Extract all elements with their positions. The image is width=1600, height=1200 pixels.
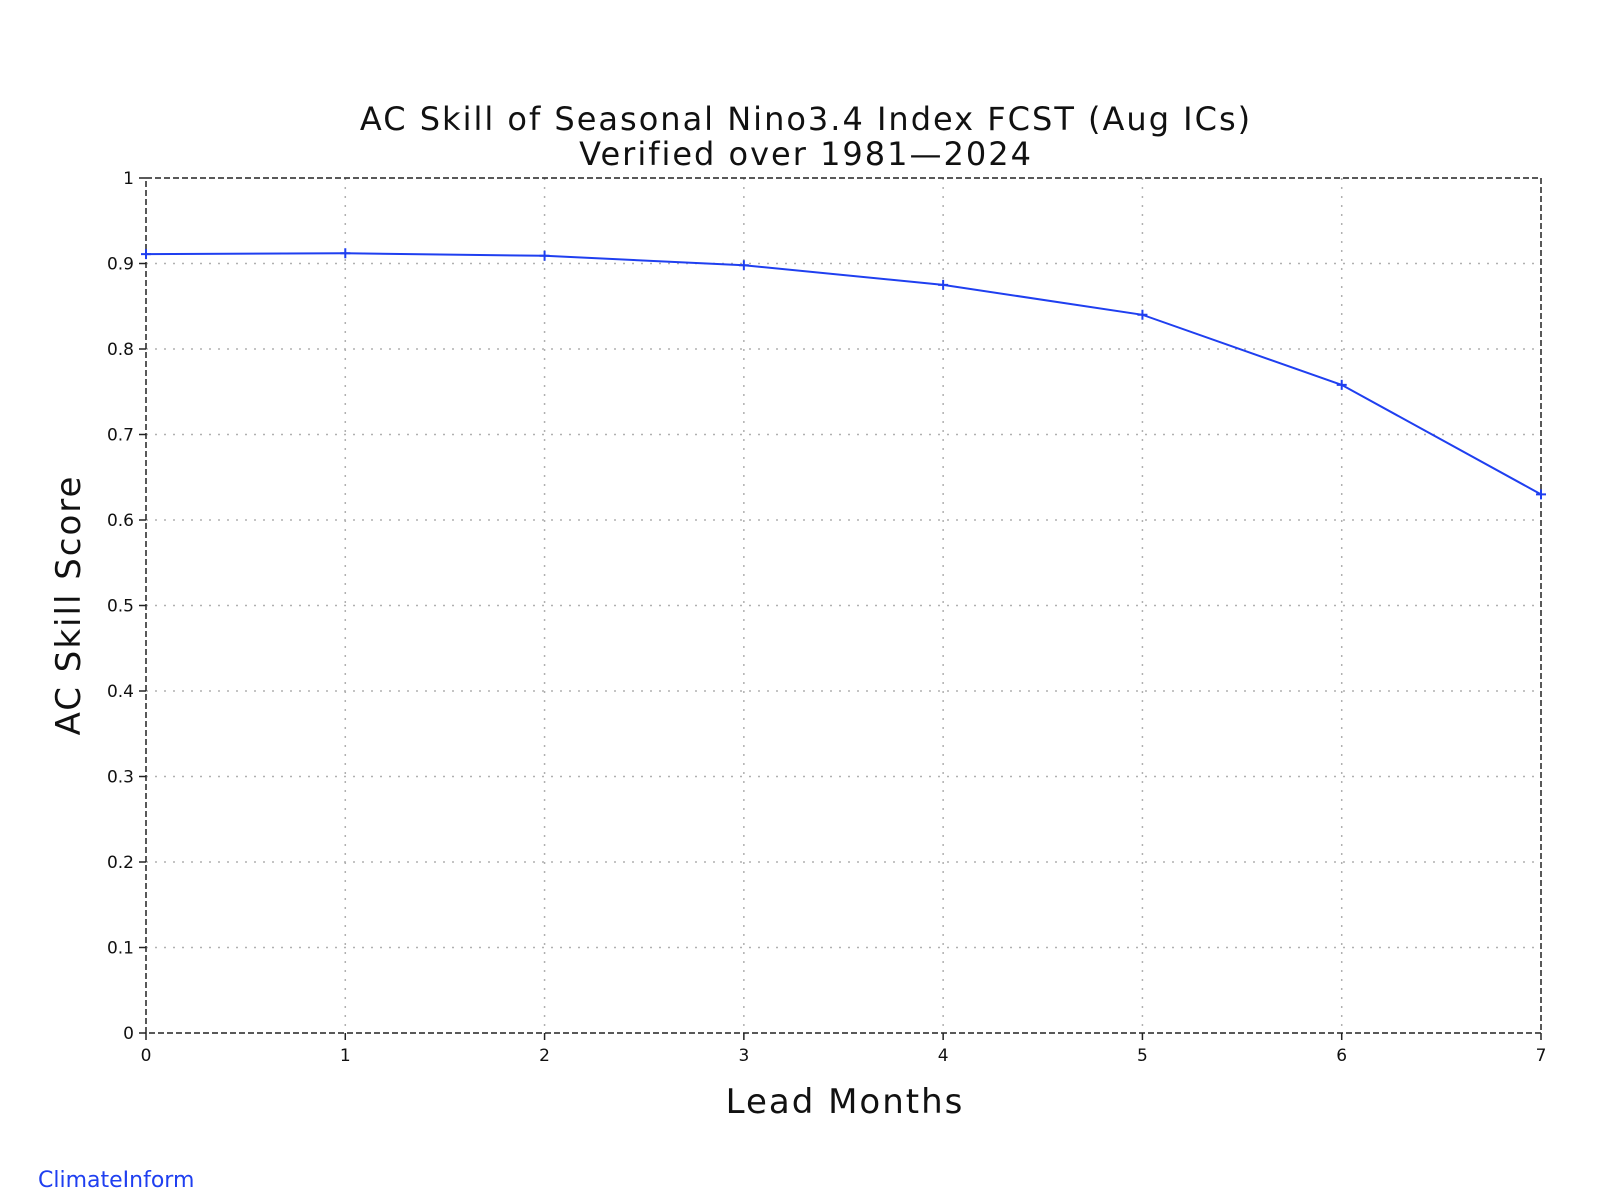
y-tick-label: 0.3 xyxy=(107,768,134,788)
data-point xyxy=(539,250,550,261)
y-tick-label: 0.9 xyxy=(107,255,134,275)
chart-title: AC Skill of Seasonal Nino3.4 Index FCST … xyxy=(360,100,1252,138)
series-group xyxy=(141,248,1546,500)
y-tick-label: 0.8 xyxy=(107,340,134,360)
credit-label: ClimateInform xyxy=(38,1168,195,1193)
x-tick-label: 7 xyxy=(1536,1046,1547,1066)
y-tick-label: 1 xyxy=(123,169,134,189)
data-point xyxy=(1536,489,1546,500)
grid xyxy=(146,178,1541,1033)
y-tick-label: 0.5 xyxy=(107,597,134,617)
data-point xyxy=(1137,309,1148,320)
x-tick-label: 2 xyxy=(539,1046,550,1066)
axis-ticks: 0 0.1 0.2 0.3 0.4 0.5 0.6 0.7 0.8 0.9 1 0 1 2 3 4 5 6 7 xyxy=(107,169,1546,1066)
y-tick-label: 0.1 xyxy=(107,939,134,959)
x-axis-label: Lead Months xyxy=(726,1082,965,1122)
y-tick-label: 0.7 xyxy=(107,426,134,446)
plot-frame xyxy=(145,177,1542,1034)
series-line xyxy=(145,252,1542,496)
x-tick-label: 3 xyxy=(738,1046,749,1066)
chart-subtitle: Verified over 1981—2024 xyxy=(579,135,1033,173)
y-axis-label: AC Skill Score xyxy=(49,475,89,736)
y-tick-label: 0 xyxy=(123,1024,134,1044)
y-tick-label: 0.4 xyxy=(107,682,134,702)
x-tick-label: 6 xyxy=(1336,1046,1347,1066)
x-tick-label: 4 xyxy=(938,1046,949,1066)
y-tick-label: 0.6 xyxy=(107,511,134,531)
data-point xyxy=(738,260,749,271)
data-point xyxy=(938,279,949,290)
x-tick-label: 5 xyxy=(1137,1046,1148,1066)
data-point xyxy=(141,249,151,260)
y-tick-label: 0.2 xyxy=(107,853,134,873)
data-point xyxy=(1336,379,1347,390)
x-tick-label: 1 xyxy=(340,1046,351,1066)
data-point xyxy=(340,248,351,259)
x-tick-label: 0 xyxy=(141,1046,152,1066)
